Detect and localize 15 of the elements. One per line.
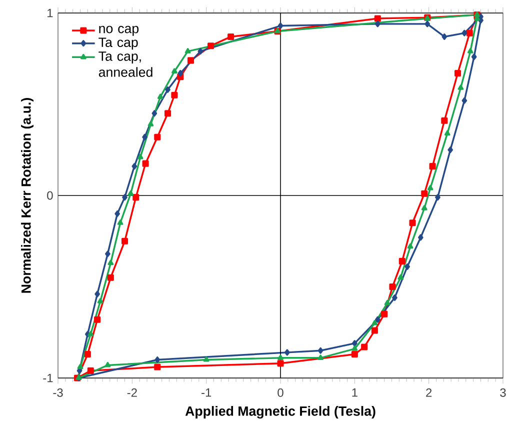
- x-tick-label: 2: [426, 388, 432, 397]
- y-tick-label: -1: [43, 374, 53, 382]
- legend-label: Ta cap: [98, 38, 138, 50]
- y-tick-label: 0: [47, 191, 53, 200]
- legend-label: Ta cap, annealed: [98, 52, 152, 77]
- x-tick-label: 0: [278, 388, 284, 397]
- x-tick-label: -3: [53, 388, 63, 397]
- x-axis-title: Applied Magnetic Field (Tesla): [185, 406, 376, 419]
- y-axis-title: Normalized Kerr Rotation (a.u.): [21, 98, 34, 293]
- y-tick-label: 1: [48, 8, 53, 18]
- legend-label: no cap: [99, 26, 139, 36]
- x-tick-label: -1: [202, 388, 212, 397]
- x-tick-label: -2: [127, 388, 137, 397]
- x-tick-label: 1: [352, 388, 358, 397]
- x-tick-label: 3: [500, 388, 506, 397]
